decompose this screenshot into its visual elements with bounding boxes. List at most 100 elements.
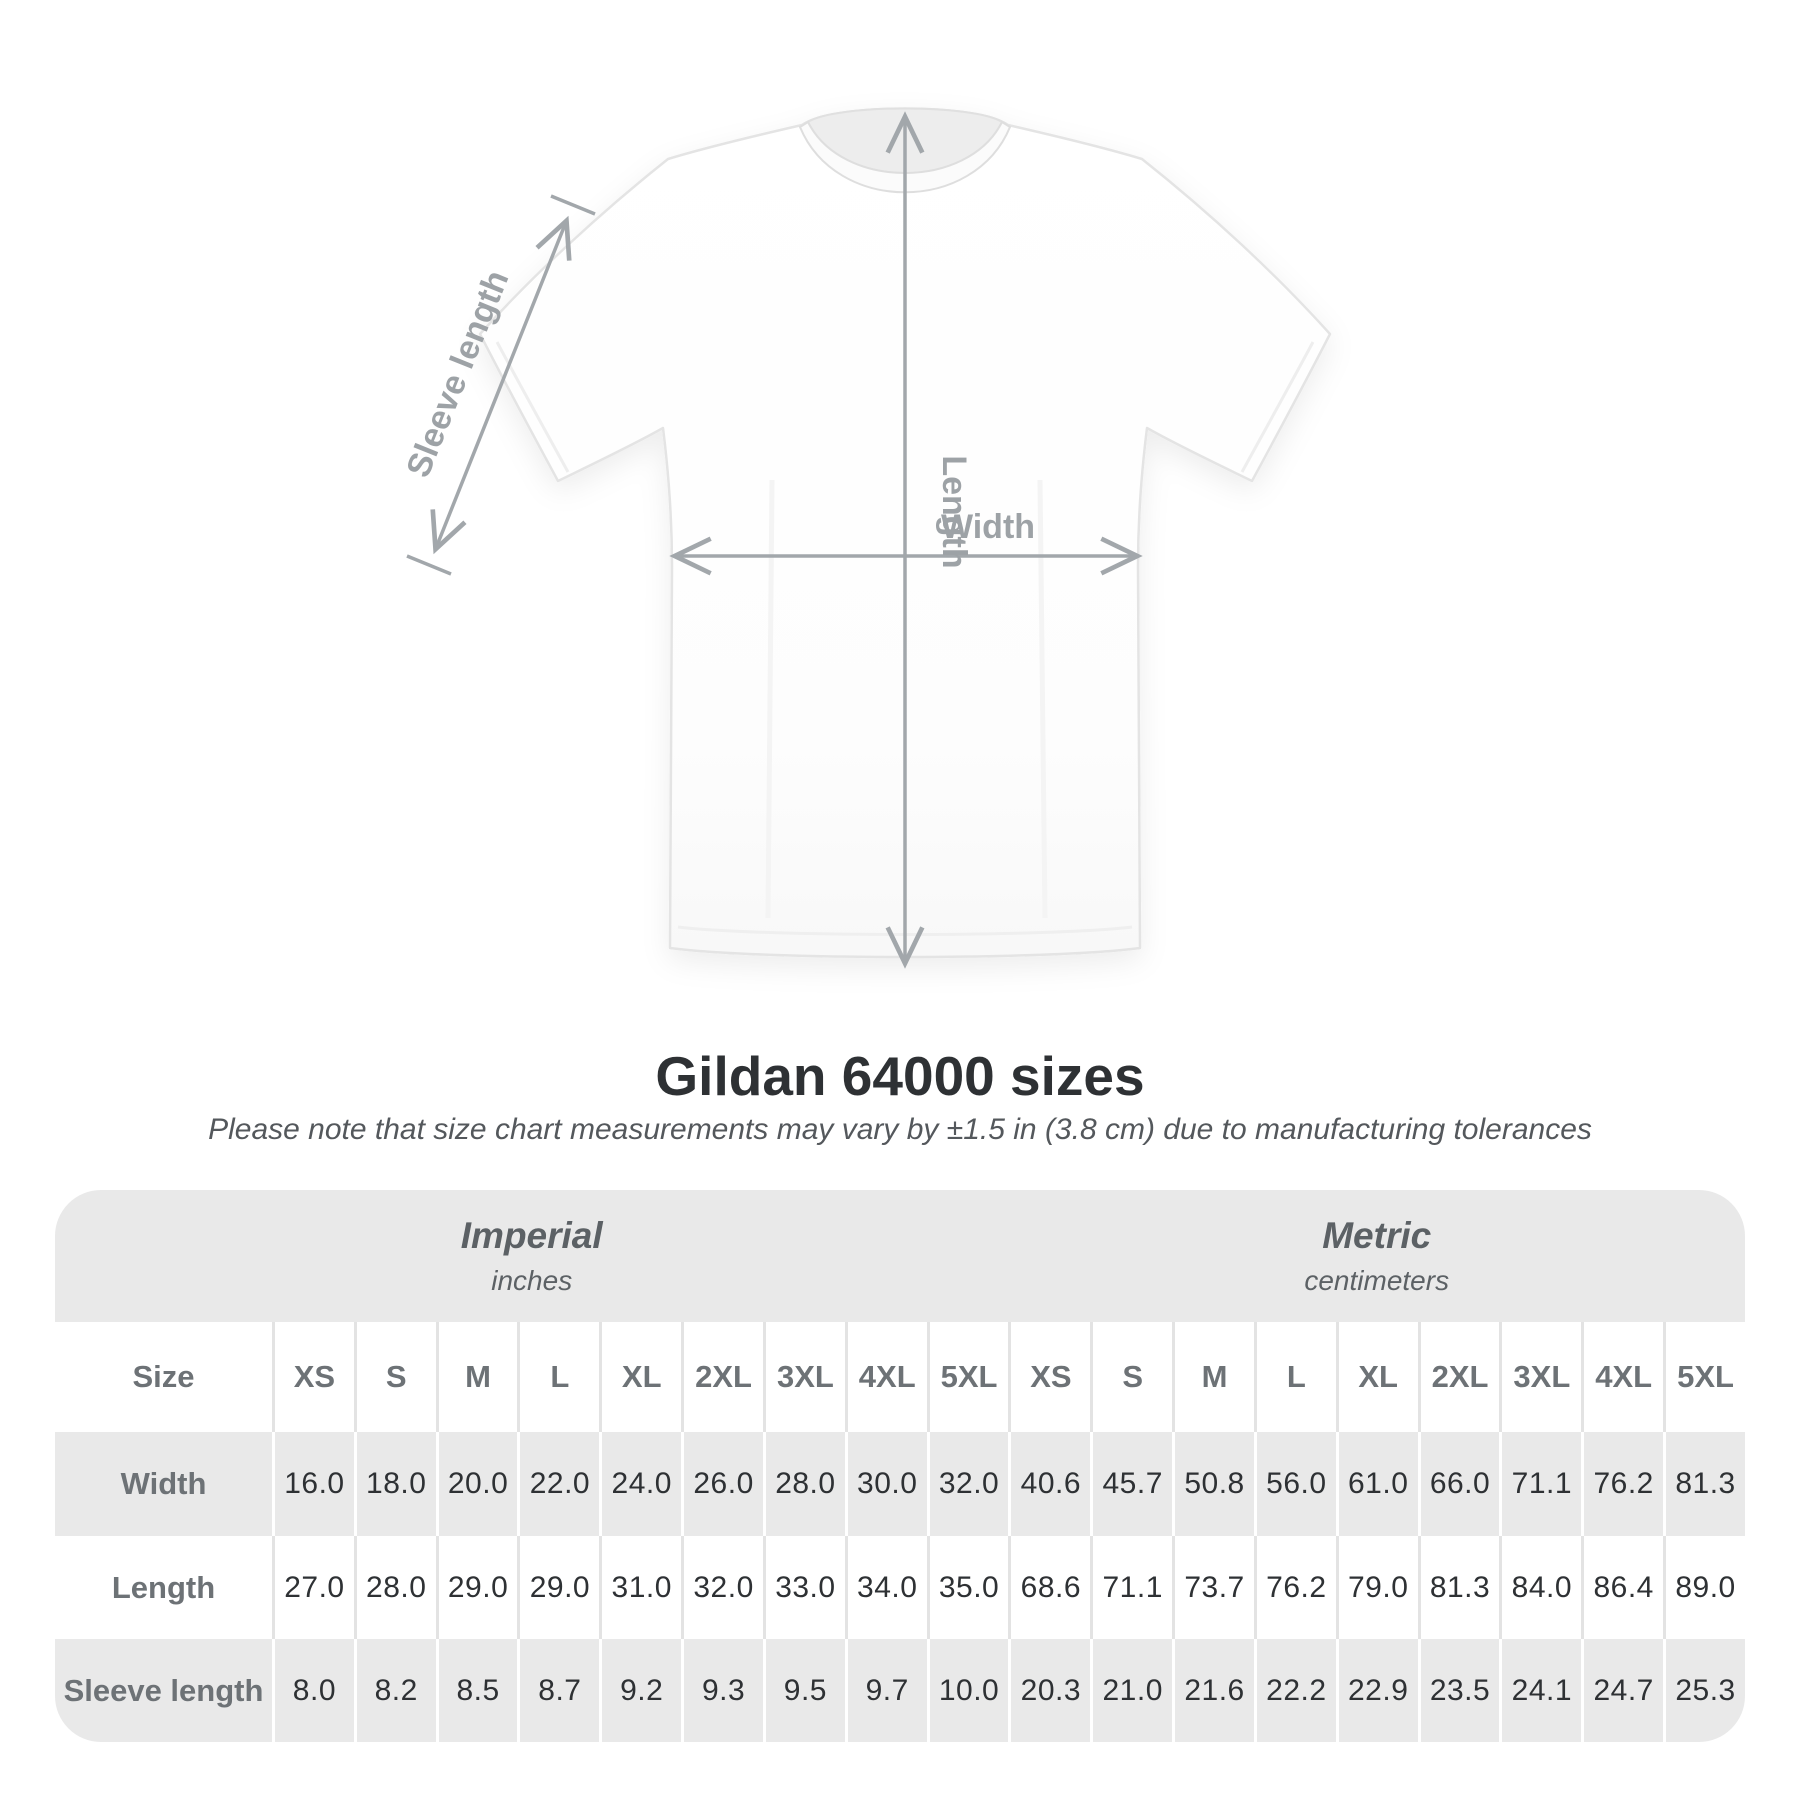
size-col-xl-metric: XL bbox=[1335, 1322, 1418, 1432]
size-value: 66.0 bbox=[1417, 1432, 1500, 1536]
sleeve-length-arrow bbox=[430, 215, 572, 555]
row-label: Width bbox=[120, 1466, 207, 1501]
size-value: 8.0 bbox=[272, 1639, 354, 1742]
size-value: 29.0 bbox=[517, 1536, 599, 1639]
size-value: 45.7 bbox=[1090, 1432, 1172, 1536]
size-value: 22.0 bbox=[517, 1432, 599, 1536]
table-row-sleeve-length: Sleeve length 8.0 8.2 8.5 8.7 9.2 9.3 9.5 9.7 10.… bbox=[55, 1639, 1745, 1742]
size-value: 29.0 bbox=[435, 1536, 518, 1639]
group-imperial: Imperial inches bbox=[55, 1190, 1009, 1322]
size-header-row: Size XS S M L XL 2XL 3XL 4XL 5XL XS S M L XL 2XL 3XL 4XL… bbox=[55, 1322, 1745, 1432]
size-col-m-imperial: M bbox=[435, 1322, 518, 1432]
row-label: Length bbox=[111, 1569, 216, 1605]
size-col-l-metric: L bbox=[1253, 1322, 1336, 1432]
size-value: 24.7 bbox=[1581, 1639, 1663, 1742]
size-value: 33.0 bbox=[762, 1536, 845, 1639]
size-value: 35.0 bbox=[926, 1536, 1009, 1639]
table-body: Width 16.0 18.0 20.0 22.0 24.0 26.0 28.0 30.0 32.… bbox=[55, 1432, 1745, 1742]
size-value: 8.2 bbox=[353, 1639, 436, 1742]
group-imperial-label: Imperial bbox=[460, 1215, 603, 1256]
size-value: 18.0 bbox=[353, 1432, 436, 1536]
size-value: 32.0 bbox=[926, 1432, 1009, 1536]
size-col-2xl-imperial: 2XL bbox=[681, 1322, 763, 1432]
size-col-m-metric: M bbox=[1172, 1322, 1254, 1432]
size-col-3xl-imperial: 3XL bbox=[762, 1322, 845, 1432]
row-label: Sleeve length bbox=[63, 1672, 264, 1708]
size-value: 28.0 bbox=[353, 1536, 436, 1639]
size-value: 50.8 bbox=[1172, 1432, 1254, 1536]
size-value: 24.1 bbox=[1499, 1639, 1581, 1742]
size-value: 31.0 bbox=[599, 1536, 681, 1639]
size-value: 22.9 bbox=[1335, 1639, 1418, 1742]
size-value: 76.2 bbox=[1253, 1536, 1336, 1639]
size-value: 68.6 bbox=[1008, 1536, 1090, 1639]
size-value: 16.0 bbox=[272, 1432, 354, 1536]
size-col-4xl-imperial: 4XL bbox=[844, 1322, 927, 1432]
size-value: 56.0 bbox=[1253, 1432, 1336, 1536]
size-col-xl-imperial: XL bbox=[599, 1322, 682, 1432]
size-col-s-imperial: S bbox=[353, 1322, 436, 1432]
size-value: 9.5 bbox=[762, 1639, 845, 1742]
sleeve-arrow-tick-top bbox=[550, 194, 596, 216]
group-metric-label: Metric bbox=[1322, 1215, 1432, 1256]
size-value: 71.1 bbox=[1090, 1536, 1172, 1639]
size-col-l-imperial: L bbox=[517, 1322, 600, 1432]
size-value: 76.2 bbox=[1581, 1432, 1663, 1536]
size-value: 20.0 bbox=[435, 1432, 518, 1536]
size-col-4xl-metric: 4XL bbox=[1581, 1322, 1664, 1432]
size-header-label: Size bbox=[55, 1322, 272, 1432]
length-label: Length bbox=[935, 455, 973, 568]
size-value: 25.3 bbox=[1663, 1639, 1745, 1742]
size-value: 9.3 bbox=[681, 1639, 763, 1742]
tshirt-figure: Length Width Sleeve length bbox=[399, 107, 1332, 969]
size-col-s-metric: S bbox=[1090, 1322, 1173, 1432]
size-value: 81.3 bbox=[1663, 1432, 1745, 1536]
size-table-container: Imperial inches Metric centimeters Size … bbox=[55, 1190, 1745, 1742]
width-label: Width bbox=[941, 508, 1035, 546]
size-value: 8.7 bbox=[517, 1639, 599, 1742]
size-value: 24.0 bbox=[599, 1432, 681, 1536]
collar-band bbox=[798, 120, 1012, 194]
size-value: 8.5 bbox=[435, 1639, 518, 1742]
size-value: 27.0 bbox=[272, 1536, 354, 1639]
group-metric-units: centimeters bbox=[1304, 1265, 1450, 1296]
size-value: 34.0 bbox=[844, 1536, 927, 1639]
size-value: 32.0 bbox=[681, 1536, 763, 1639]
size-value: 61.0 bbox=[1335, 1432, 1418, 1536]
group-metric: Metric centimeters bbox=[1008, 1190, 1745, 1322]
size-table: Imperial inches Metric centimeters Size … bbox=[55, 1190, 1745, 1742]
tshirt-figure-svg: Length Width Sleeve length bbox=[399, 107, 1332, 969]
size-value: 20.3 bbox=[1008, 1639, 1090, 1742]
size-value: 9.7 bbox=[844, 1639, 927, 1742]
table-row-width: Width 16.0 18.0 20.0 22.0 24.0 26.0 28.0 30.0 32.… bbox=[55, 1432, 1745, 1536]
size-value: 22.2 bbox=[1253, 1639, 1336, 1742]
size-col-xs-imperial: XS bbox=[272, 1322, 354, 1432]
size-value: 81.3 bbox=[1417, 1536, 1500, 1639]
size-value: 73.7 bbox=[1172, 1536, 1254, 1639]
size-value: 21.6 bbox=[1172, 1639, 1254, 1742]
page-subtitle: Please note that size chart measurements… bbox=[208, 1113, 1592, 1146]
size-col-2xl-metric: 2XL bbox=[1417, 1322, 1500, 1432]
size-value: 71.1 bbox=[1499, 1432, 1581, 1536]
size-value: 28.0 bbox=[762, 1432, 845, 1536]
sleeve-arrow-tick-bottom bbox=[406, 554, 452, 576]
size-value: 40.6 bbox=[1008, 1432, 1090, 1536]
size-value: 23.5 bbox=[1417, 1639, 1500, 1742]
size-col-3xl-metric: 3XL bbox=[1499, 1322, 1582, 1432]
sleeve-length-label: Sleeve length bbox=[399, 265, 516, 482]
size-value: 84.0 bbox=[1499, 1536, 1581, 1639]
table-row-length: Length 27.0 28.0 29.0 29.0 31.0 32.0 33.0 34.0 35… bbox=[55, 1536, 1745, 1639]
size-col-xs-metric: XS bbox=[1008, 1322, 1091, 1432]
size-value: 9.2 bbox=[599, 1639, 681, 1742]
unit-group-row: Imperial inches Metric centimeters bbox=[55, 1190, 1745, 1322]
size-value: 30.0 bbox=[844, 1432, 927, 1536]
size-value: 10.0 bbox=[926, 1639, 1009, 1742]
size-value: 86.4 bbox=[1581, 1536, 1663, 1639]
size-value: 26.0 bbox=[681, 1432, 763, 1536]
size-col-5xl-imperial: 5XL bbox=[926, 1322, 1009, 1432]
size-value: 21.0 bbox=[1090, 1639, 1172, 1742]
size-value: 79.0 bbox=[1335, 1536, 1418, 1639]
size-col-5xl-metric: 5XL bbox=[1663, 1322, 1745, 1432]
group-imperial-units: inches bbox=[491, 1265, 573, 1296]
page-title: Gildan 64000 sizes bbox=[655, 1045, 1145, 1107]
